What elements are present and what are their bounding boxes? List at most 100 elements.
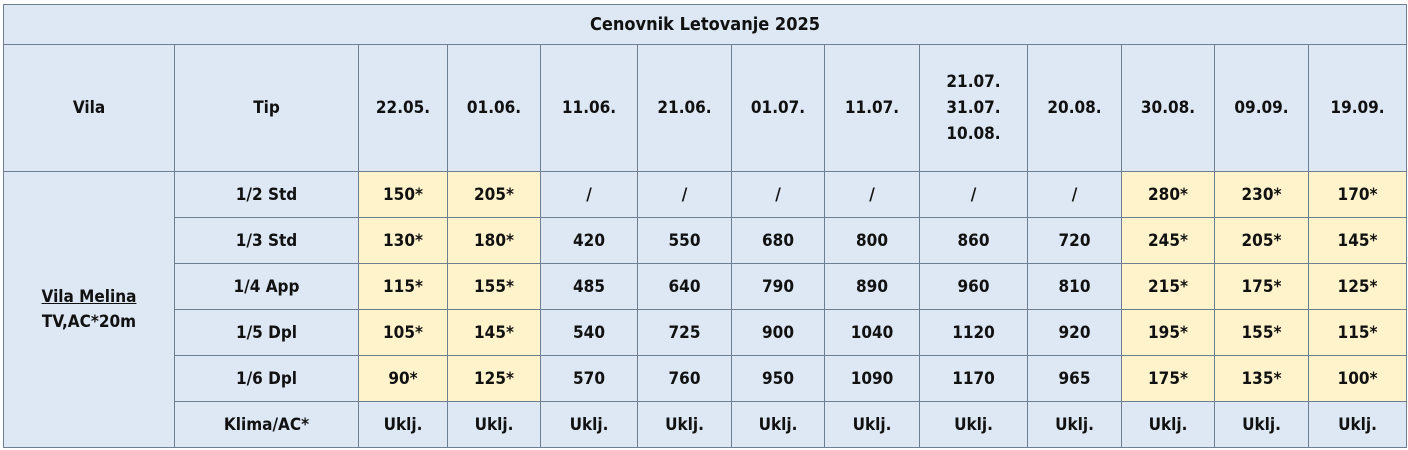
table-row: 1/5 Dpl 105* 145* 540 725 900 1040 1120 920 195* 1… — [4, 309, 1408, 356]
price-cell: Uklj. — [637, 401, 732, 448]
header-date: 20.08. — [1027, 44, 1122, 172]
price-cell: 155* — [1214, 309, 1309, 356]
header-date-label: 09.09. — [1234, 98, 1289, 118]
price-cell: 800 — [824, 217, 920, 264]
price-cell: 145* — [1307, 217, 1408, 264]
price-cell: 790 — [731, 263, 825, 310]
price-cell: Uklj. — [1214, 401, 1309, 448]
table-row: 1/4 App 115* 155* 485 640 790 890 960 810 215* 175… — [4, 263, 1408, 310]
price-cell: 175* — [1121, 355, 1215, 402]
table-row: Vila Melina TV,AC*20m 1/2 Std 150* 205* / / / / /… — [3, 171, 1408, 448]
price-cell: 280* — [1121, 171, 1215, 218]
price-cell: 1120 — [919, 309, 1028, 356]
price-cell: 245* — [1121, 217, 1215, 264]
price-cell: 1090 — [824, 355, 920, 402]
price-cell: 890 — [824, 263, 920, 310]
price-cell: 130* — [358, 217, 448, 264]
price-cell: / — [540, 171, 638, 218]
vila-cell: Vila Melina TV,AC*20m — [3, 171, 175, 448]
room-type: 1/6 Dpl — [174, 355, 359, 402]
header-date-label: 01.07. — [750, 98, 806, 118]
price-cell: 860 — [919, 217, 1028, 264]
price-cell: 760 — [637, 355, 732, 402]
price-cell: 950 — [731, 355, 825, 402]
table-row: 1/6 Dpl 90* 125* 570 760 950 1090 1170 965 175* 13… — [4, 355, 1408, 402]
price-cell: 570 — [540, 355, 638, 402]
price-cell: 155* — [447, 263, 541, 310]
price-cell: 230* — [1214, 171, 1309, 218]
price-cell: 170* — [1307, 171, 1408, 218]
price-cell: Uklj. — [1121, 401, 1215, 448]
header-date-label: 11.07. — [844, 98, 900, 118]
table-row: Klima/AC* Uklj. Uklj. Uklj. Uklj. Uklj. Uklj. U… — [4, 401, 1408, 448]
price-cell: Uklj. — [1027, 401, 1122, 448]
price-cell: Uklj. — [540, 401, 638, 448]
price-cell: 150* — [358, 171, 448, 218]
header-date-label: 30.08. — [1140, 98, 1196, 118]
header-date: 11.07. — [824, 44, 920, 172]
header-tip: Tip — [174, 44, 359, 172]
price-cell: 640 — [637, 263, 732, 310]
price-cell: 205* — [1214, 217, 1309, 264]
header-date-label: 11.06. — [561, 98, 617, 118]
price-cell: 420 — [540, 217, 638, 264]
price-cell: 965 — [1027, 355, 1122, 402]
room-type: 1/3 Std — [174, 217, 359, 264]
header-date: 22.05. — [358, 44, 448, 172]
price-cell: 125* — [447, 355, 541, 402]
price-cell: 125* — [1307, 263, 1408, 310]
header-date-label: 20.08. — [1047, 98, 1102, 118]
header-date-label: 22.05. — [375, 98, 431, 118]
price-cell: 215* — [1121, 263, 1215, 310]
price-cell: 550 — [637, 217, 732, 264]
price-cell: 540 — [540, 309, 638, 356]
room-type: 1/4 App — [174, 263, 359, 310]
price-cell: 960 — [919, 263, 1028, 310]
header-vila: Vila — [3, 44, 175, 172]
header-date: 01.06. — [447, 44, 541, 172]
table-row: 1/3 Std 130* 180* 420 550 680 800 860 720 245* 205… — [4, 217, 1408, 264]
room-type: Klima/AC* — [174, 401, 359, 448]
header-date: 09.09. — [1214, 44, 1309, 172]
price-cell: 115* — [1307, 309, 1408, 356]
price-cell: 1040 — [824, 309, 920, 356]
room-type: 1/2 Std — [174, 171, 359, 218]
price-cell: / — [1027, 171, 1122, 218]
header-date: 11.06. — [540, 44, 638, 172]
price-cell: 680 — [731, 217, 825, 264]
price-cell: 1170 — [919, 355, 1028, 402]
price-cell: 100* — [1307, 355, 1408, 402]
price-cell: Uklj. — [1307, 401, 1408, 448]
price-table: Cenovnik Letovanje 2025 Vila Tip 22.05. 0… — [2, 4, 1408, 448]
header-date-label: 01.06. — [466, 98, 522, 118]
price-cell: / — [919, 171, 1028, 218]
header-date: 01.07. — [731, 44, 825, 172]
price-cell: Uklj. — [824, 401, 920, 448]
price-cell: 725 — [637, 309, 732, 356]
header-date-label: 19.09. — [1330, 98, 1385, 118]
price-cell: 135* — [1214, 355, 1309, 402]
price-cell: 175* — [1214, 263, 1309, 310]
price-cell: Uklj. — [731, 401, 825, 448]
price-cell: Uklj. — [358, 401, 448, 448]
price-cell: 180* — [447, 217, 541, 264]
table-title: Cenovnik Letovanje 2025 — [2, 4, 1408, 45]
price-cell: 105* — [358, 309, 448, 356]
price-cell: 205* — [447, 171, 541, 218]
price-cell: 485 — [540, 263, 638, 310]
vila-name-link[interactable]: Vila Melina — [41, 286, 137, 307]
header-date-label: 21.07. 31.07. 10.08. — [946, 72, 1001, 144]
price-cell: 90* — [358, 355, 448, 402]
price-cell: Uklj. — [447, 401, 541, 448]
price-cell: 195* — [1121, 309, 1215, 356]
price-cell: 115* — [358, 263, 448, 310]
price-cell: / — [824, 171, 920, 218]
vila-details: TV,AC*20m — [41, 311, 137, 332]
price-cell: / — [637, 171, 732, 218]
header-date-label: 21.06. — [657, 98, 712, 118]
price-cell: / — [731, 171, 825, 218]
header-date: 21.06. — [637, 44, 732, 172]
room-type: 1/5 Dpl — [174, 309, 359, 356]
price-cell: 920 — [1027, 309, 1122, 356]
header-date: 21.07. 31.07. 10.08. — [919, 44, 1028, 172]
